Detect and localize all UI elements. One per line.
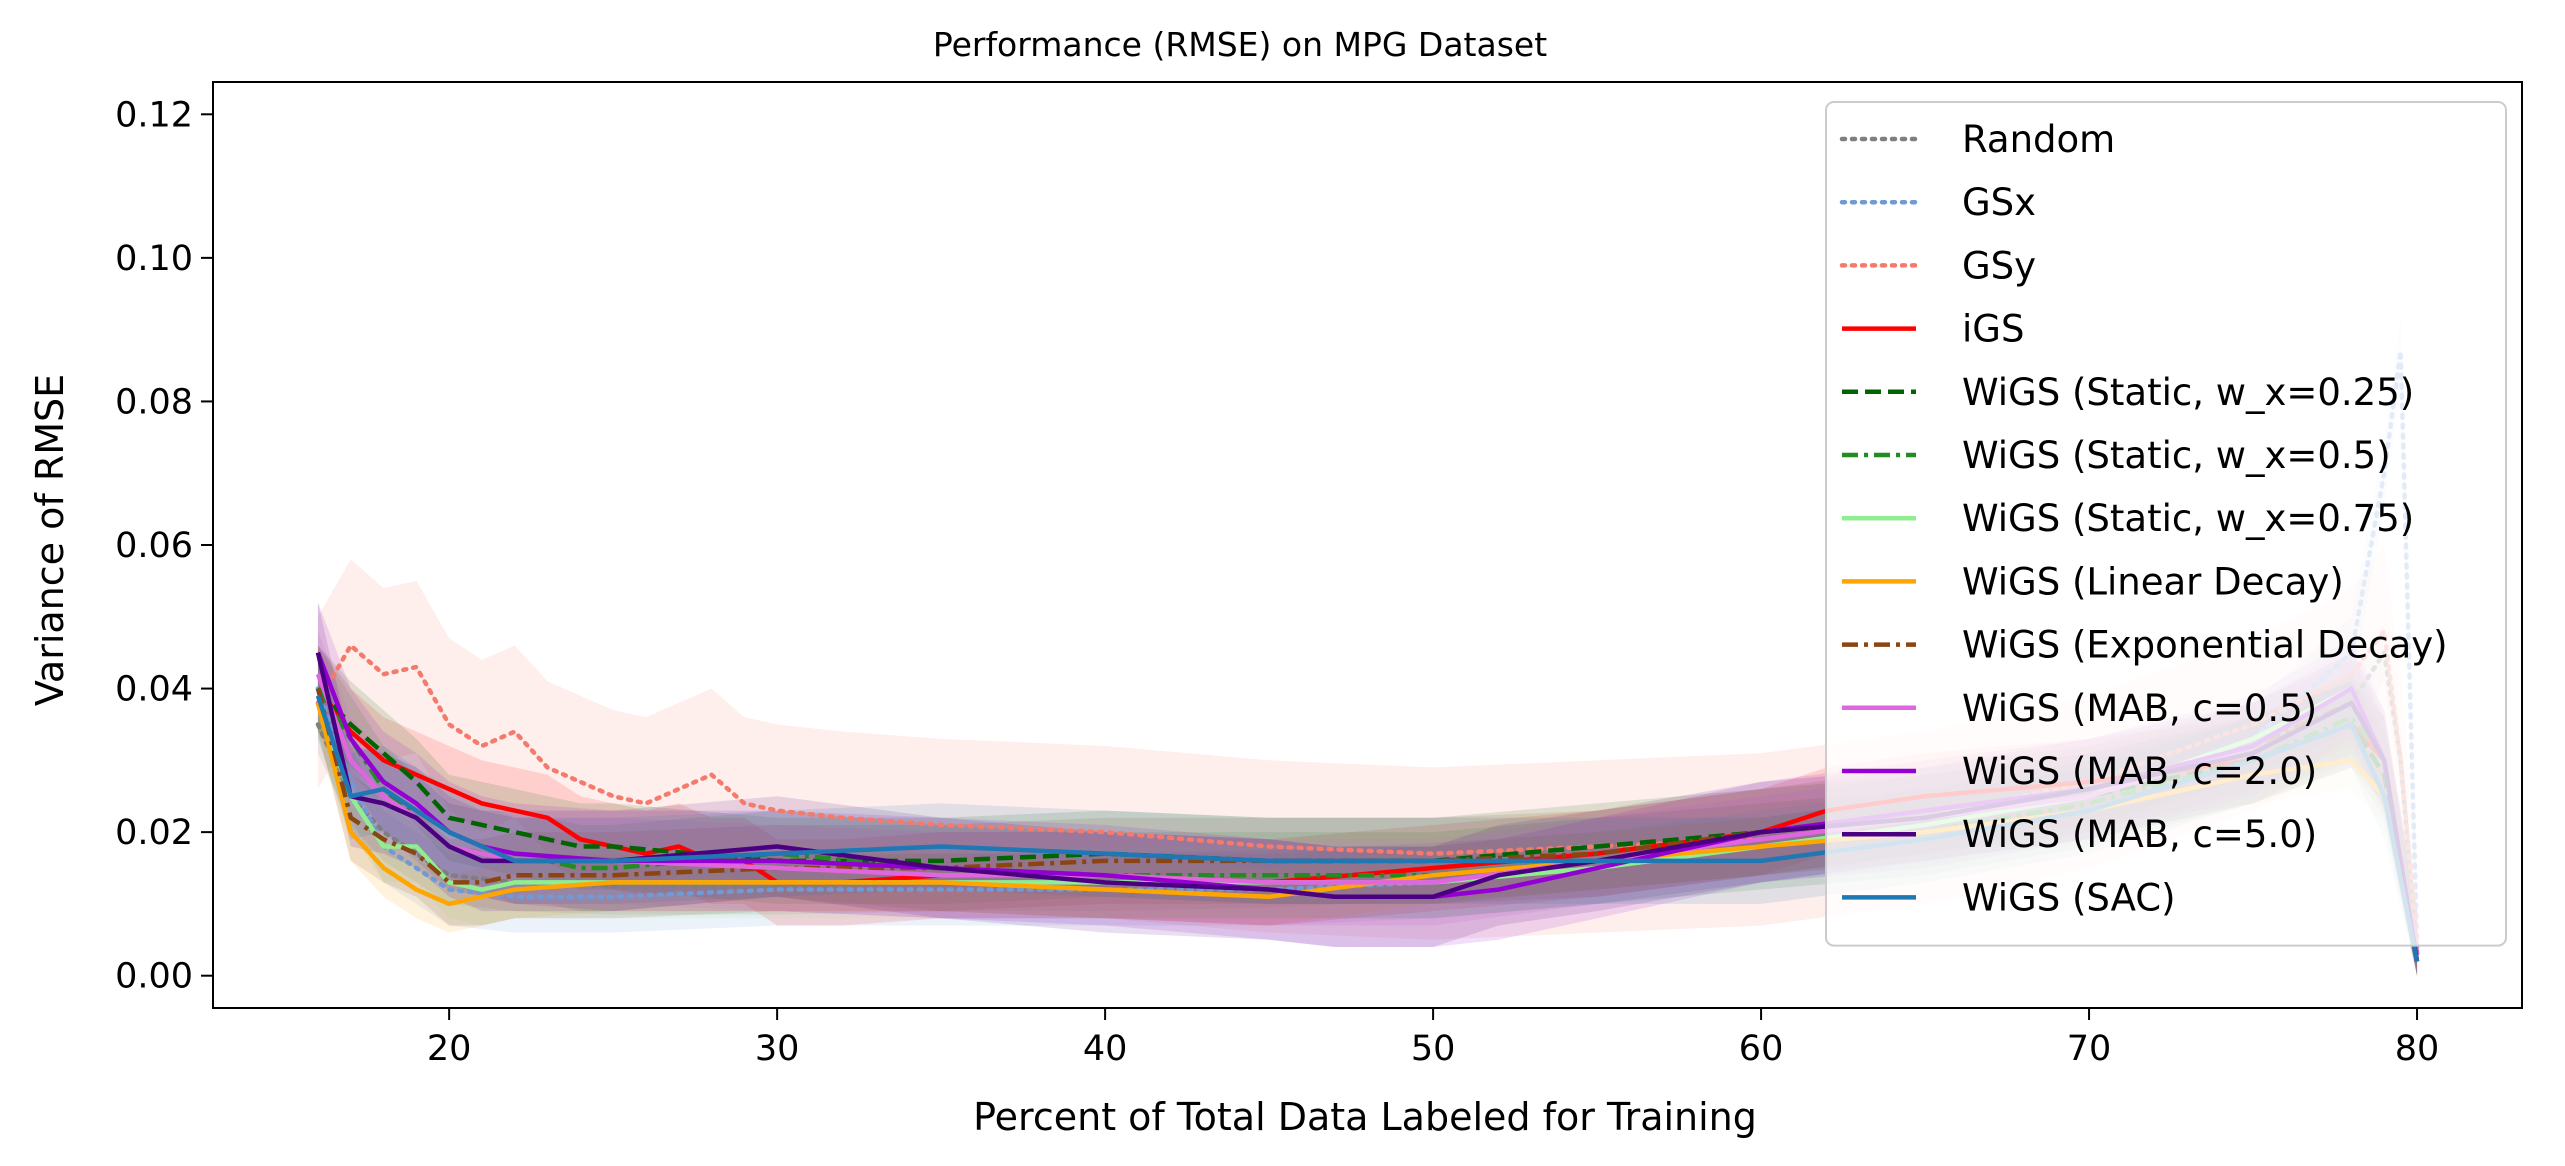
legend-item: WiGS (MAB, c=5.0): [1842, 813, 2317, 856]
chart-title: Performance (RMSE) on MPG Dataset: [933, 25, 1547, 64]
y-tick-label: 0.12: [115, 95, 193, 135]
x-tick-label: 60: [1739, 1029, 1784, 1069]
x-axis-label: Percent of Total Data Labeled for Traini…: [973, 1095, 1757, 1139]
legend-item: WiGS (Exponential Decay): [1842, 624, 2448, 667]
legend-item: WiGS (Static, w_x=0.25): [1842, 371, 2414, 414]
legend-item: WiGS (Static, w_x=0.75): [1842, 497, 2414, 540]
y-axis-label: Variance of RMSE: [28, 374, 72, 706]
y-tick-label: 0.04: [115, 670, 193, 710]
band-wigs-static-w-x-0-25: [317, 645, 2418, 976]
legend-label: WiGS (MAB, c=5.0): [1962, 813, 2317, 856]
x-tick-label: 40: [1083, 1029, 1128, 1069]
y-axis: 0.00 0.02 0.04 0.06 0.08 0.10 0.12: [115, 95, 213, 997]
legend-label: WiGS (Linear Decay): [1962, 560, 2344, 603]
legend-label: WiGS (MAB, c=2.0): [1962, 750, 2317, 793]
legend-label: Random: [1962, 118, 2115, 161]
legend-item: WiGS (MAB, c=0.5): [1842, 687, 2317, 730]
legend-label: iGS: [1962, 308, 2024, 351]
x-tick-label: 80: [2395, 1029, 2440, 1069]
legend-item: WiGS (Static, w_x=0.5): [1842, 434, 2391, 477]
x-tick-label: 70: [2067, 1029, 2112, 1069]
legend-label: GSy: [1962, 244, 2036, 287]
legend-item: GSy: [1839, 244, 2036, 287]
legend-item: WiGS (MAB, c=2.0): [1842, 750, 2317, 793]
legend-label: GSx: [1962, 181, 2036, 224]
series-line-wigs-exponential-decay: [315, 688, 2420, 955]
y-tick-label: 0.08: [115, 382, 193, 422]
legend-item: GSx: [1839, 181, 2036, 224]
band-igs: [317, 645, 2418, 976]
legend-item: iGS: [1842, 308, 2024, 351]
legend-box: [1825, 101, 2507, 947]
legend-label: WiGS (Static, w_x=0.25): [1962, 371, 2414, 414]
legend-label: WiGS (Exponential Decay): [1962, 624, 2448, 667]
x-tick-label: 30: [755, 1029, 800, 1069]
legend-label: WiGS (Static, w_x=0.75): [1962, 497, 2414, 540]
y-tick-label: 0.02: [115, 813, 193, 853]
x-tick-label: 20: [427, 1029, 472, 1069]
legend-label: WiGS (Static, w_x=0.5): [1962, 434, 2391, 477]
x-axis: 20 30 40 50 60 70 80: [427, 1008, 2439, 1069]
band-wigs-linear-decay: [317, 674, 2418, 976]
band-wigs-exponential-decay: [317, 645, 2418, 976]
x-tick-label: 50: [1411, 1029, 1456, 1069]
y-tick-label: 0.00: [115, 957, 193, 997]
band-wigs-static-w-x-0-75: [317, 652, 2418, 976]
y-tick-label: 0.10: [115, 239, 193, 279]
legend-label: WiGS (SAC): [1962, 876, 2176, 919]
legend-item: Random: [1839, 118, 2115, 161]
legend-item: WiGS (Linear Decay): [1842, 560, 2344, 603]
legend: Random GSx GSy iGS WiGS (Static, w_x=0.25) Wi…: [1825, 101, 2507, 947]
legend-item: WiGS (SAC): [1842, 876, 2176, 919]
y-tick-label: 0.06: [115, 526, 193, 566]
legend-label: WiGS (MAB, c=0.5): [1962, 687, 2317, 730]
band-wigs-static-w-x-0-5: [317, 645, 2418, 976]
